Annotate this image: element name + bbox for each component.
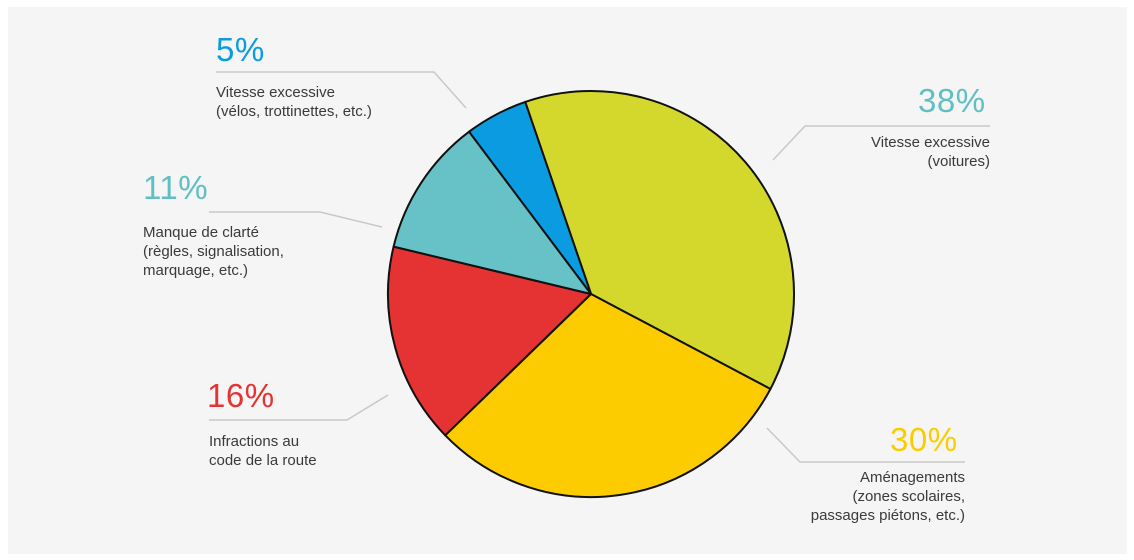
pie-slices <box>387 90 795 499</box>
slice-percent-speed-bikes: 5% <box>216 31 265 68</box>
slice-percent-clarity: 11% <box>143 169 209 206</box>
leader-lines <box>209 71 990 463</box>
pie-slice-speed-bikes <box>468 100 592 295</box>
slice-label-infractions: Infractions au code de la route <box>209 433 317 469</box>
slice-label-infrastructure: Aménagements (zones scolaires, passages … <box>810 469 965 524</box>
leader-line-speed-cars <box>772 125 990 161</box>
leader-line-infrastructure <box>766 427 965 463</box>
pie-slice-clarity <box>392 130 592 295</box>
slice-label-speed-bikes: Vitesse excessive (vélos, trottinettes, … <box>216 84 372 120</box>
leader-line-speed-bikes <box>216 71 467 109</box>
slice-label-speed-cars: Vitesse excessive (voitures) <box>871 134 990 170</box>
leader-line-clarity <box>209 211 383 228</box>
leader-line-infractions <box>209 394 389 421</box>
pie-slice-speed-cars <box>524 90 795 390</box>
slice-label-clarity: Manque de clarté (règles, signalisation,… <box>143 224 284 279</box>
pie-slice-infractions <box>387 245 592 437</box>
slice-percent-infractions: 16% <box>207 377 275 414</box>
slice-percent-infrastructure: 30% <box>890 421 958 458</box>
pie-slice-infrastructure <box>444 293 772 499</box>
slice-percent-speed-cars: 38% <box>918 82 986 119</box>
